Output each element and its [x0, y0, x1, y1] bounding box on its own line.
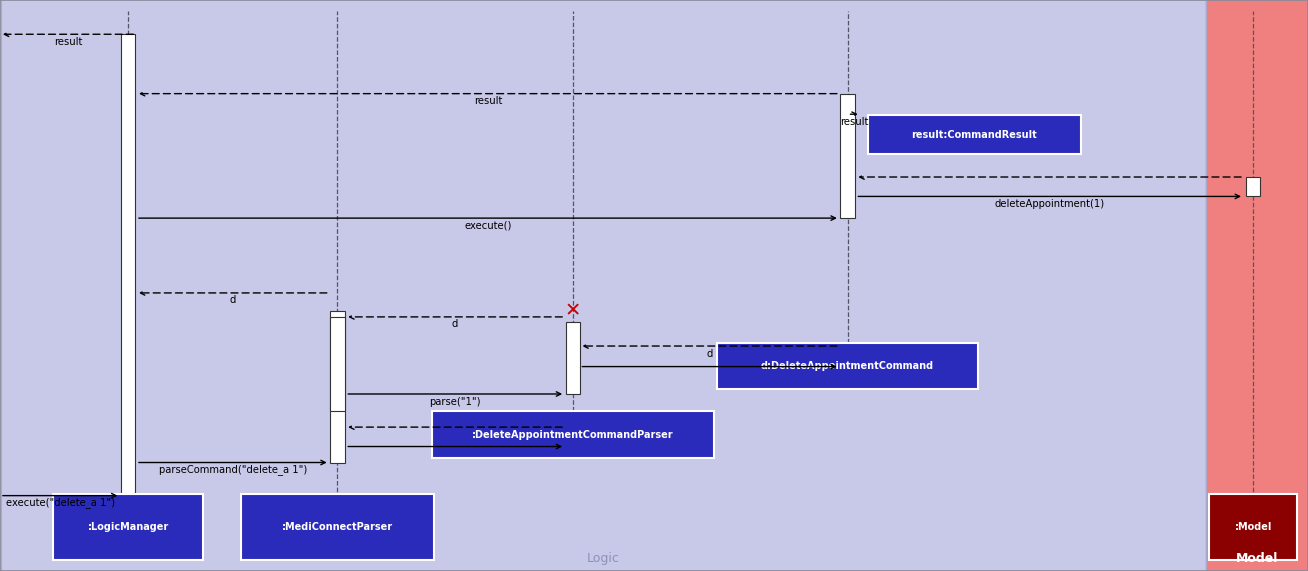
Text: d: d — [706, 348, 713, 359]
Text: Model: Model — [1236, 552, 1278, 565]
FancyBboxPatch shape — [869, 115, 1082, 154]
Bar — [120, 34, 136, 496]
Text: :Model: :Model — [1235, 522, 1271, 532]
Text: parse("1"): parse("1") — [429, 396, 481, 407]
Text: execute(): execute() — [464, 220, 511, 231]
Bar — [566, 322, 581, 394]
Text: :LogicManager: :LogicManager — [88, 522, 169, 532]
FancyBboxPatch shape — [241, 494, 434, 560]
Text: d: d — [453, 319, 458, 329]
Text: result: result — [840, 116, 869, 127]
FancyBboxPatch shape — [717, 343, 978, 389]
FancyBboxPatch shape — [52, 494, 204, 560]
Text: :DeleteAppointmentCommandParser: :DeleteAppointmentCommandParser — [472, 429, 674, 440]
FancyBboxPatch shape — [432, 411, 714, 458]
Text: result: result — [473, 96, 502, 106]
Bar — [1206, 0, 1308, 571]
Text: ✕: ✕ — [565, 301, 581, 321]
Text: result:CommandResult: result:CommandResult — [912, 130, 1037, 140]
Bar — [566, 427, 581, 447]
Text: parseCommand("delete_a 1"): parseCommand("delete_a 1") — [158, 464, 307, 475]
Bar — [330, 317, 345, 411]
Text: deleteAppointment(1): deleteAppointment(1) — [994, 199, 1105, 209]
Text: d:DeleteAppointmentCommand: d:DeleteAppointmentCommand — [761, 361, 934, 371]
Text: Logic: Logic — [586, 552, 620, 565]
Bar — [1247, 177, 1261, 196]
FancyBboxPatch shape — [1210, 494, 1298, 560]
Text: d: d — [230, 295, 235, 305]
Bar — [841, 346, 855, 367]
Bar — [330, 311, 345, 463]
Text: :MediConnectParser: :MediConnectParser — [283, 522, 392, 532]
Text: result: result — [54, 37, 82, 47]
Text: execute("delete_a 1"): execute("delete_a 1") — [5, 497, 115, 508]
Bar — [841, 94, 855, 218]
